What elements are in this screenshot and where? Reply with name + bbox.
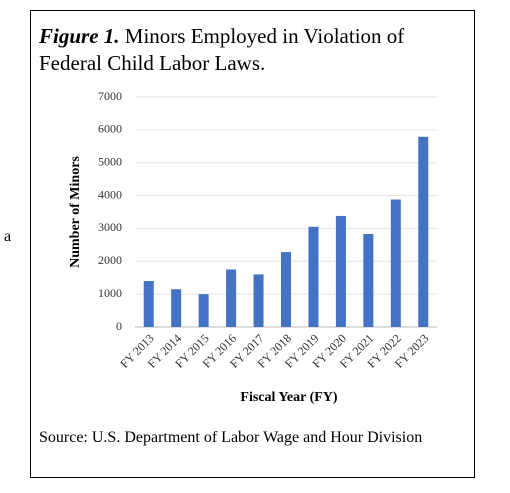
y-tick-label: 3000 [98, 220, 122, 234]
bar [418, 136, 429, 327]
title: Figure 1. Minors Employed in Violation o… [39, 23, 464, 77]
source: Source: U.S. Department of Labor Wage an… [39, 429, 423, 446]
y-tick-label: 6000 [98, 122, 122, 136]
y-tick-label: 7000 [98, 89, 122, 103]
y-tick-label: 4000 [98, 187, 122, 201]
bar [198, 294, 209, 327]
chart-title: Minors Employed in Violation of Federal … [39, 24, 405, 75]
figure-frame: Figure 1. Minors Employed in Violation o… [30, 10, 475, 478]
bar [390, 199, 401, 327]
y-tick-label: 1000 [98, 286, 122, 300]
bar [171, 289, 182, 327]
x-axis-title: Fiscal Year (FY) [240, 390, 338, 405]
bar [335, 215, 346, 327]
y-tick-label: 2000 [98, 253, 122, 267]
bar [281, 252, 291, 327]
bar [143, 281, 154, 327]
bar [363, 234, 374, 327]
bar [308, 226, 319, 327]
y-axis-title: Number of Minors [68, 156, 83, 268]
figure-label: Figure 1. [39, 24, 120, 48]
bar [253, 274, 264, 327]
bar [226, 269, 237, 327]
y-tick-label: 0 [116, 319, 122, 333]
y-tick-label: 5000 [98, 154, 122, 168]
cut-text: a [4, 228, 12, 245]
